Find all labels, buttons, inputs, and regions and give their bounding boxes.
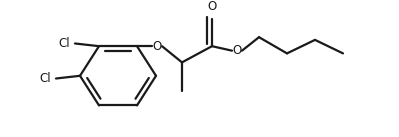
Text: O: O: [152, 40, 162, 53]
Text: Cl: Cl: [40, 72, 51, 85]
Text: O: O: [232, 44, 242, 57]
Text: Cl: Cl: [58, 37, 70, 50]
Text: O: O: [207, 0, 217, 13]
